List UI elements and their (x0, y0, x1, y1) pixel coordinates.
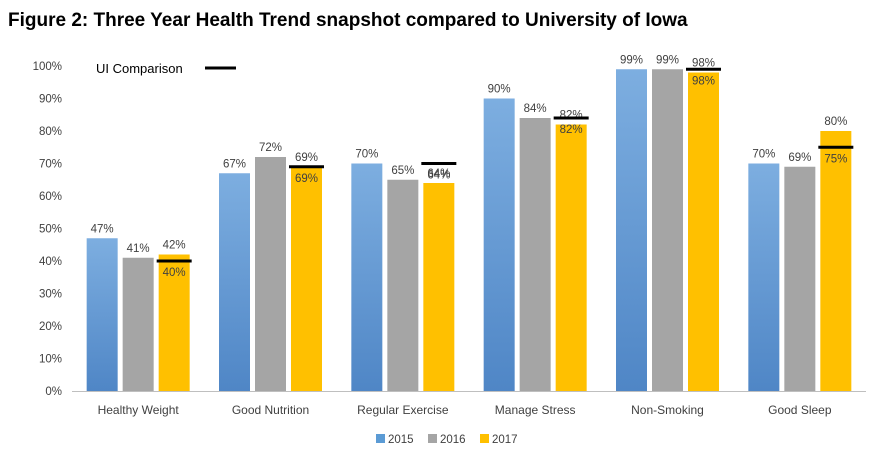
data-label-2017: 40% (163, 267, 186, 279)
bar-2017 (158, 254, 190, 391)
data-label-2017-top: 80% (824, 116, 847, 128)
bar-2015 (483, 98, 515, 391)
data-label-2017: 69% (295, 173, 318, 185)
data-label-2015: 99% (620, 54, 643, 66)
y-tick-label: 80% (39, 126, 62, 138)
data-label-2017: 98% (692, 75, 715, 87)
legend-label-2017: 2017 (492, 434, 518, 446)
y-tick-label: 100% (33, 61, 62, 73)
bar-2017 (423, 183, 455, 391)
data-label-2016: 72% (259, 142, 282, 154)
data-label-2017-top: 69% (295, 152, 318, 164)
data-label-2015: 70% (355, 149, 378, 161)
y-tick-label: 20% (39, 321, 62, 333)
category-label: Regular Exercise (357, 403, 449, 417)
bar-2017 (291, 166, 322, 391)
data-label-2016: 84% (524, 103, 547, 115)
bar-2016 (255, 157, 286, 391)
data-label-2017: 82% (560, 124, 583, 136)
bar-2016 (387, 179, 419, 391)
legend-label-2015: 2015 (388, 434, 414, 446)
data-label-2016: 65% (391, 165, 414, 177)
legend-swatch-2017 (480, 434, 489, 443)
data-label-2017-top: 42% (163, 240, 186, 252)
category-label: Healthy Weight (98, 403, 180, 417)
bar-2015 (748, 163, 780, 391)
y-tick-label: 60% (39, 191, 62, 203)
category-label: Manage Stress (495, 403, 576, 417)
y-tick-label: 70% (39, 159, 62, 171)
data-label-2016: 41% (127, 243, 150, 255)
data-label-2015: 70% (752, 149, 775, 161)
data-label-2015: 47% (91, 223, 114, 235)
bar-2016 (784, 166, 816, 391)
y-tick-label: 90% (39, 94, 62, 106)
legend-label-2016: 2016 (440, 434, 466, 446)
y-tick-label: 40% (39, 256, 62, 268)
bar-2016 (519, 118, 551, 391)
category-label: Good Sleep (768, 403, 832, 417)
bar-2017 (688, 72, 719, 391)
data-label-2016: 69% (788, 152, 811, 164)
bar-2015 (616, 69, 647, 391)
y-tick-label: 50% (39, 224, 62, 236)
bar-2015 (351, 163, 383, 391)
bar-2017 (820, 131, 852, 391)
data-label-2017: 64% (427, 170, 450, 182)
legend-swatch-2016 (428, 434, 437, 443)
chart-title: Figure 2: Three Year Health Trend snapsh… (8, 10, 688, 31)
data-label-2017-top: 64% (427, 168, 450, 180)
data-label-2015: 90% (488, 84, 511, 96)
data-label-2016: 99% (656, 54, 679, 66)
category-label: Good Nutrition (232, 403, 309, 417)
y-tick-label: 10% (39, 354, 62, 366)
bar-2015 (86, 238, 118, 391)
y-tick-label: 0% (45, 386, 62, 398)
data-label-2015: 67% (223, 158, 246, 170)
legend-swatch-2015 (376, 434, 385, 443)
data-label-2017: 75% (824, 153, 847, 165)
data-label-2017-top: 82% (560, 110, 583, 122)
data-label-2017-top: 98% (692, 58, 715, 70)
bar-2015 (219, 173, 250, 391)
bar-2016 (122, 257, 154, 391)
bar-2016 (652, 69, 683, 391)
y-tick-label: 30% (39, 289, 62, 301)
bar-2017 (555, 124, 587, 391)
ui-comparison-legend-label: UI Comparison (96, 61, 183, 76)
category-label: Non-Smoking (631, 403, 704, 417)
